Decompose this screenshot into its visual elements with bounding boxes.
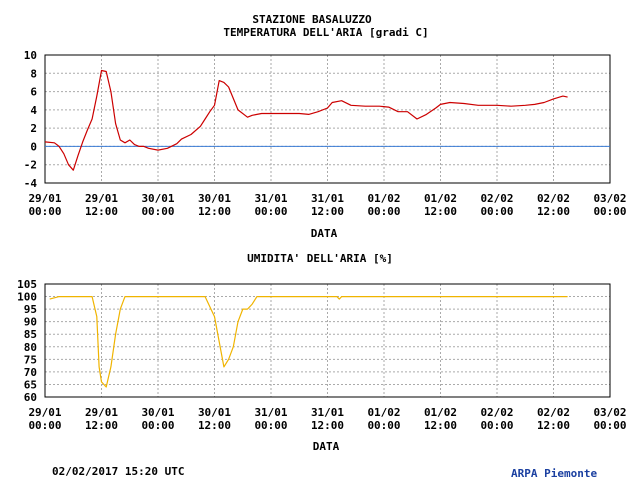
y-tick-label: 95	[24, 303, 37, 316]
plot-frame	[44, 54, 611, 184]
x-tick-date-label: 02/02	[537, 406, 570, 419]
x-tick-date-label: 30/01	[198, 192, 231, 205]
x-tick-time-label: 12:00	[198, 419, 231, 432]
humidity-chart-title: UMIDITA' DELL'ARIA [%]	[247, 252, 393, 265]
y-tick-label: 6	[30, 86, 37, 99]
x-tick-date-label: 30/01	[198, 406, 231, 419]
x-tick-date-label: 29/01	[28, 192, 61, 205]
x-tick-date-label: 29/01	[85, 406, 118, 419]
x-tick-date-label: 01/02	[367, 192, 400, 205]
y-tick-label: 85	[24, 328, 37, 341]
x-tick-time-label: 00:00	[254, 419, 287, 432]
x-tick-time-label: 00:00	[480, 419, 513, 432]
x-tick-time-label: 00:00	[593, 419, 626, 432]
y-tick-label: 4	[30, 104, 37, 117]
temperature-series-line	[44, 69, 568, 171]
x-tick-time-label: 12:00	[311, 205, 344, 218]
x-tick-time-label: 12:00	[85, 205, 118, 218]
x-tick-date-label: 31/01	[311, 406, 344, 419]
humidity-series-line	[49, 296, 568, 388]
x-tick-date-label: 03/02	[593, 406, 626, 419]
plot-frame	[44, 283, 611, 398]
x-tick-date-label: 31/01	[254, 406, 287, 419]
x-tick-date-label: 02/02	[537, 192, 570, 205]
y-tick-label: 70	[24, 366, 37, 379]
x-tick-time-label: 00:00	[28, 419, 61, 432]
x-tick-date-label: 02/02	[480, 406, 513, 419]
y-tick-label: 90	[24, 316, 37, 329]
x-tick-date-label: 29/01	[85, 192, 118, 205]
y-tick-label: 8	[30, 67, 37, 80]
x-tick-date-label: 03/02	[593, 192, 626, 205]
y-tick-label: 75	[24, 353, 37, 366]
x-tick-date-label: 31/01	[254, 192, 287, 205]
x-tick-date-label: 30/01	[141, 406, 174, 419]
station-title: STAZIONE BASALUZZO	[252, 13, 372, 26]
temperature-chart: -4-2024681029/0100:0029/0112:0030/0100:0…	[24, 49, 627, 218]
x-tick-time-label: 00:00	[28, 205, 61, 218]
y-tick-label: 105	[17, 278, 37, 291]
humidity-x-axis-label: DATA	[313, 440, 340, 453]
x-tick-date-label: 30/01	[141, 192, 174, 205]
x-tick-time-label: 00:00	[593, 205, 626, 218]
x-tick-time-label: 00:00	[254, 205, 287, 218]
x-tick-time-label: 12:00	[198, 205, 231, 218]
x-tick-time-label: 00:00	[480, 205, 513, 218]
x-tick-date-label: 01/02	[424, 406, 457, 419]
temperature-x-axis-label: DATA	[311, 227, 338, 240]
x-tick-date-label: 01/02	[367, 406, 400, 419]
credit-label: ARPA Piemonte	[511, 467, 598, 480]
temperature-chart-title: TEMPERATURA DELL'ARIA [gradi C]	[223, 26, 428, 39]
humidity-chart: 606570758085909510010529/0100:0029/0112:…	[17, 278, 626, 432]
y-tick-label: 10	[24, 49, 37, 62]
y-tick-label: -2	[24, 159, 37, 172]
y-tick-label: 0	[30, 140, 37, 153]
y-tick-label: 80	[24, 341, 37, 354]
x-tick-time-label: 00:00	[367, 205, 400, 218]
y-tick-label: 65	[24, 378, 37, 391]
y-tick-label: -4	[24, 177, 38, 190]
x-tick-time-label: 12:00	[537, 205, 570, 218]
x-tick-time-label: 00:00	[367, 419, 400, 432]
x-tick-date-label: 29/01	[28, 406, 61, 419]
x-tick-time-label: 12:00	[424, 419, 457, 432]
y-tick-label: 100	[17, 291, 37, 304]
y-tick-label: 2	[30, 122, 37, 135]
timestamp: 02/02/2017 15:20 UTC	[52, 465, 185, 478]
x-tick-time-label: 12:00	[537, 419, 570, 432]
x-tick-date-label: 02/02	[480, 192, 513, 205]
x-tick-time-label: 12:00	[424, 205, 457, 218]
x-tick-time-label: 00:00	[141, 419, 174, 432]
x-tick-time-label: 12:00	[85, 419, 118, 432]
x-tick-time-label: 12:00	[311, 419, 344, 432]
x-tick-date-label: 01/02	[424, 192, 457, 205]
y-tick-label: 60	[24, 391, 37, 404]
x-tick-time-label: 00:00	[141, 205, 174, 218]
x-tick-date-label: 31/01	[311, 192, 344, 205]
